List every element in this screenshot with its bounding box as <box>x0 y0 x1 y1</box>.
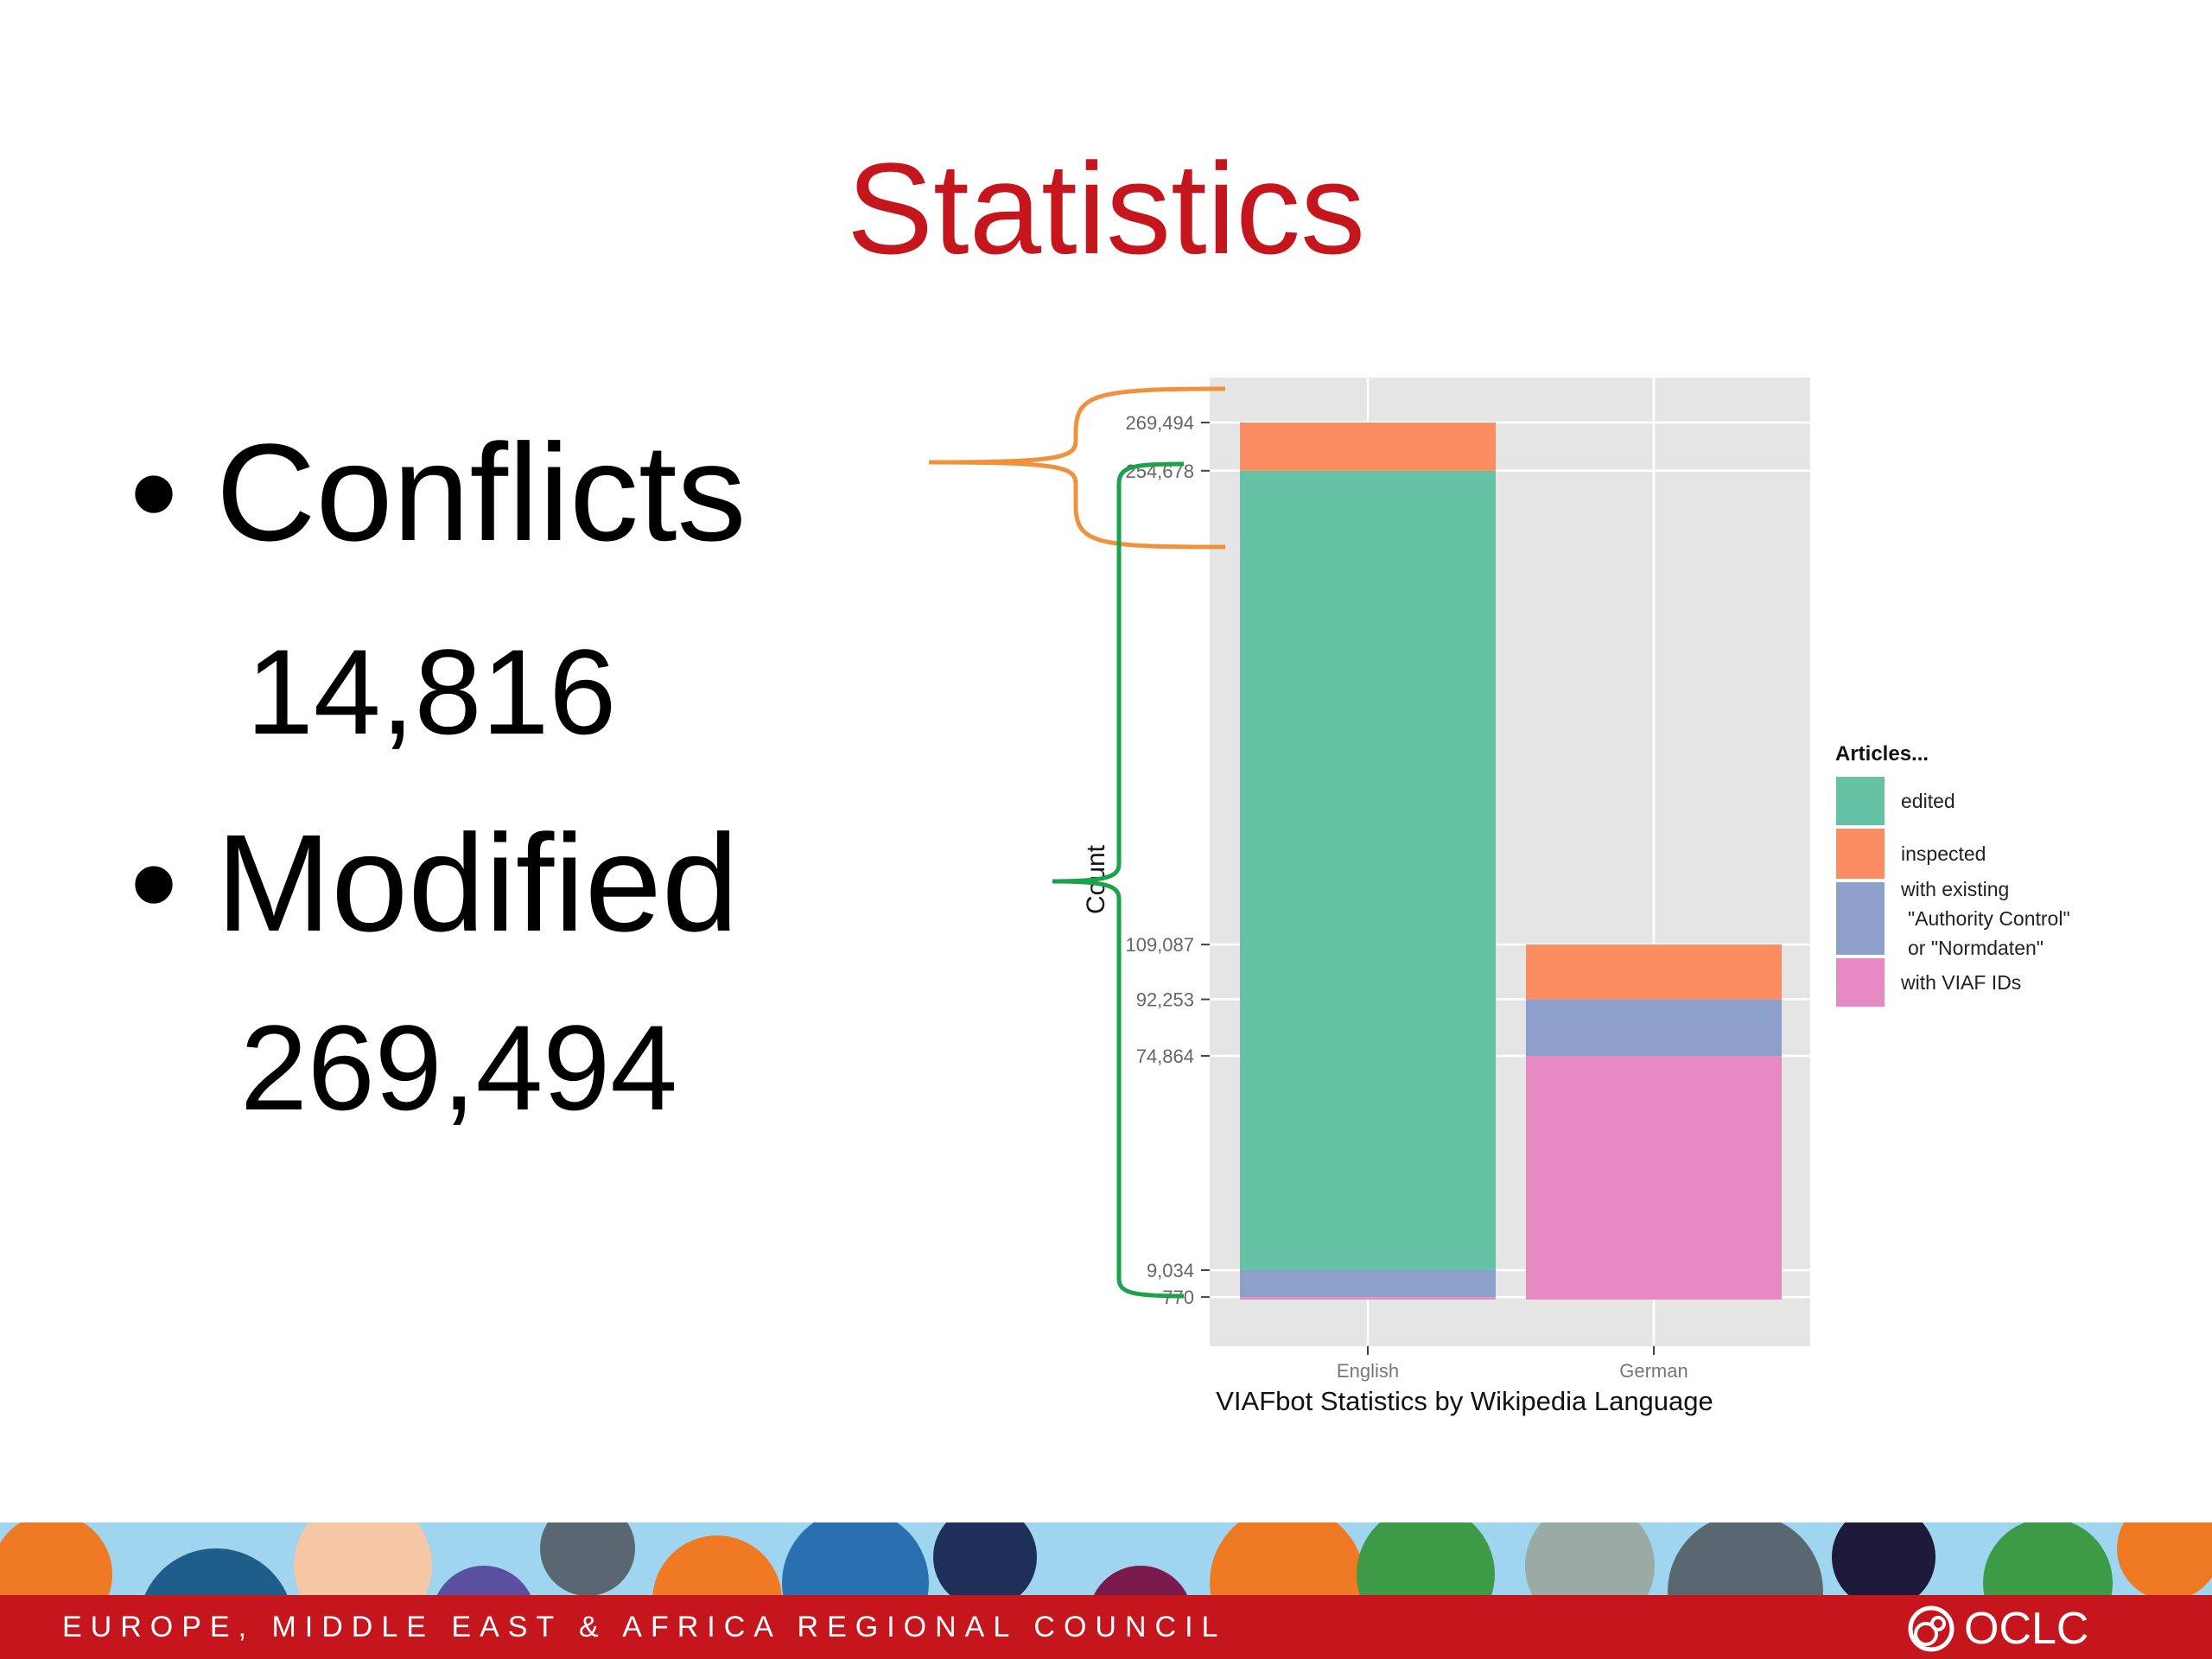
legend-key <box>1834 775 1886 827</box>
y-tick-label: 92,253 <box>1136 989 1194 1011</box>
legend-key <box>1834 827 1886 880</box>
legend-label: edited <box>1901 790 1955 812</box>
bar-segment-with-german <box>1526 999 1782 1057</box>
modified-value: 269,494 <box>240 1000 678 1135</box>
bullet-label-modified: Modified <box>216 805 739 960</box>
y-tick-label: 74,864 <box>1136 1046 1194 1067</box>
bullet-dot: • <box>130 805 179 960</box>
footer: EUROPE, MIDDLE EAST & AFRICA REGIONAL CO… <box>0 1522 2212 1659</box>
bar-segment-with-english <box>1240 1297 1496 1300</box>
legend-key <box>1834 880 1886 957</box>
x-tick-label-english: English <box>1337 1360 1399 1382</box>
bullet-dot: • <box>130 415 179 569</box>
conflicts-brace <box>928 386 1226 550</box>
legend-label: with existing <box>1900 878 2009 900</box>
bullet-modified: • Modified <box>130 804 739 963</box>
bar-segment-inspected-english <box>1240 423 1496 471</box>
bullet-label-conflicts: Conflicts <box>216 415 747 569</box>
legend-label: with VIAF IDs <box>1900 971 2021 994</box>
legend-label: inspected <box>1901 842 1986 865</box>
oclc-logo: OCLC <box>1905 1602 2088 1656</box>
legend-label: "Authority Control" <box>1908 907 2070 930</box>
x-tick-label-german: German <box>1619 1360 1688 1382</box>
bar-segment-with-english <box>1240 1269 1496 1298</box>
slide-title: Statistics <box>846 136 1366 281</box>
conflicts-value: 14,816 <box>246 624 617 760</box>
legend-label: or "Normdaten" <box>1908 937 2044 959</box>
oclc-logo-text: OCLC <box>1964 1604 2089 1654</box>
y-tick-label: 9,034 <box>1147 1260 1194 1281</box>
oclc-logo-icon <box>1908 1605 1955 1652</box>
legend-title: Articles... <box>1835 742 1929 766</box>
stacked-bar-chart: 7709,03474,86492,253109,087254,678269,49… <box>928 378 2070 1416</box>
footer-band <box>0 1595 2212 1659</box>
bar-segment-inspected-german <box>1526 944 1782 1000</box>
x-axis-label: VIAFbot Statistics by Wikipedia Language <box>1216 1386 1713 1416</box>
y-tick-label: 269,494 <box>1125 412 1194 434</box>
bar-segment-edited-english <box>1240 470 1496 1270</box>
y-tick-label: 109,087 <box>1125 934 1194 956</box>
bullet-conflicts: • Conflicts <box>130 413 747 572</box>
legend-key <box>1834 957 1886 1008</box>
modified-brace <box>1052 461 1185 1299</box>
footer-pattern <box>0 1522 2212 1600</box>
council-text: EUROPE, MIDDLE EAST & AFRICA REGIONAL CO… <box>62 1611 1227 1643</box>
bar-segment-with-german <box>1526 1056 1782 1300</box>
